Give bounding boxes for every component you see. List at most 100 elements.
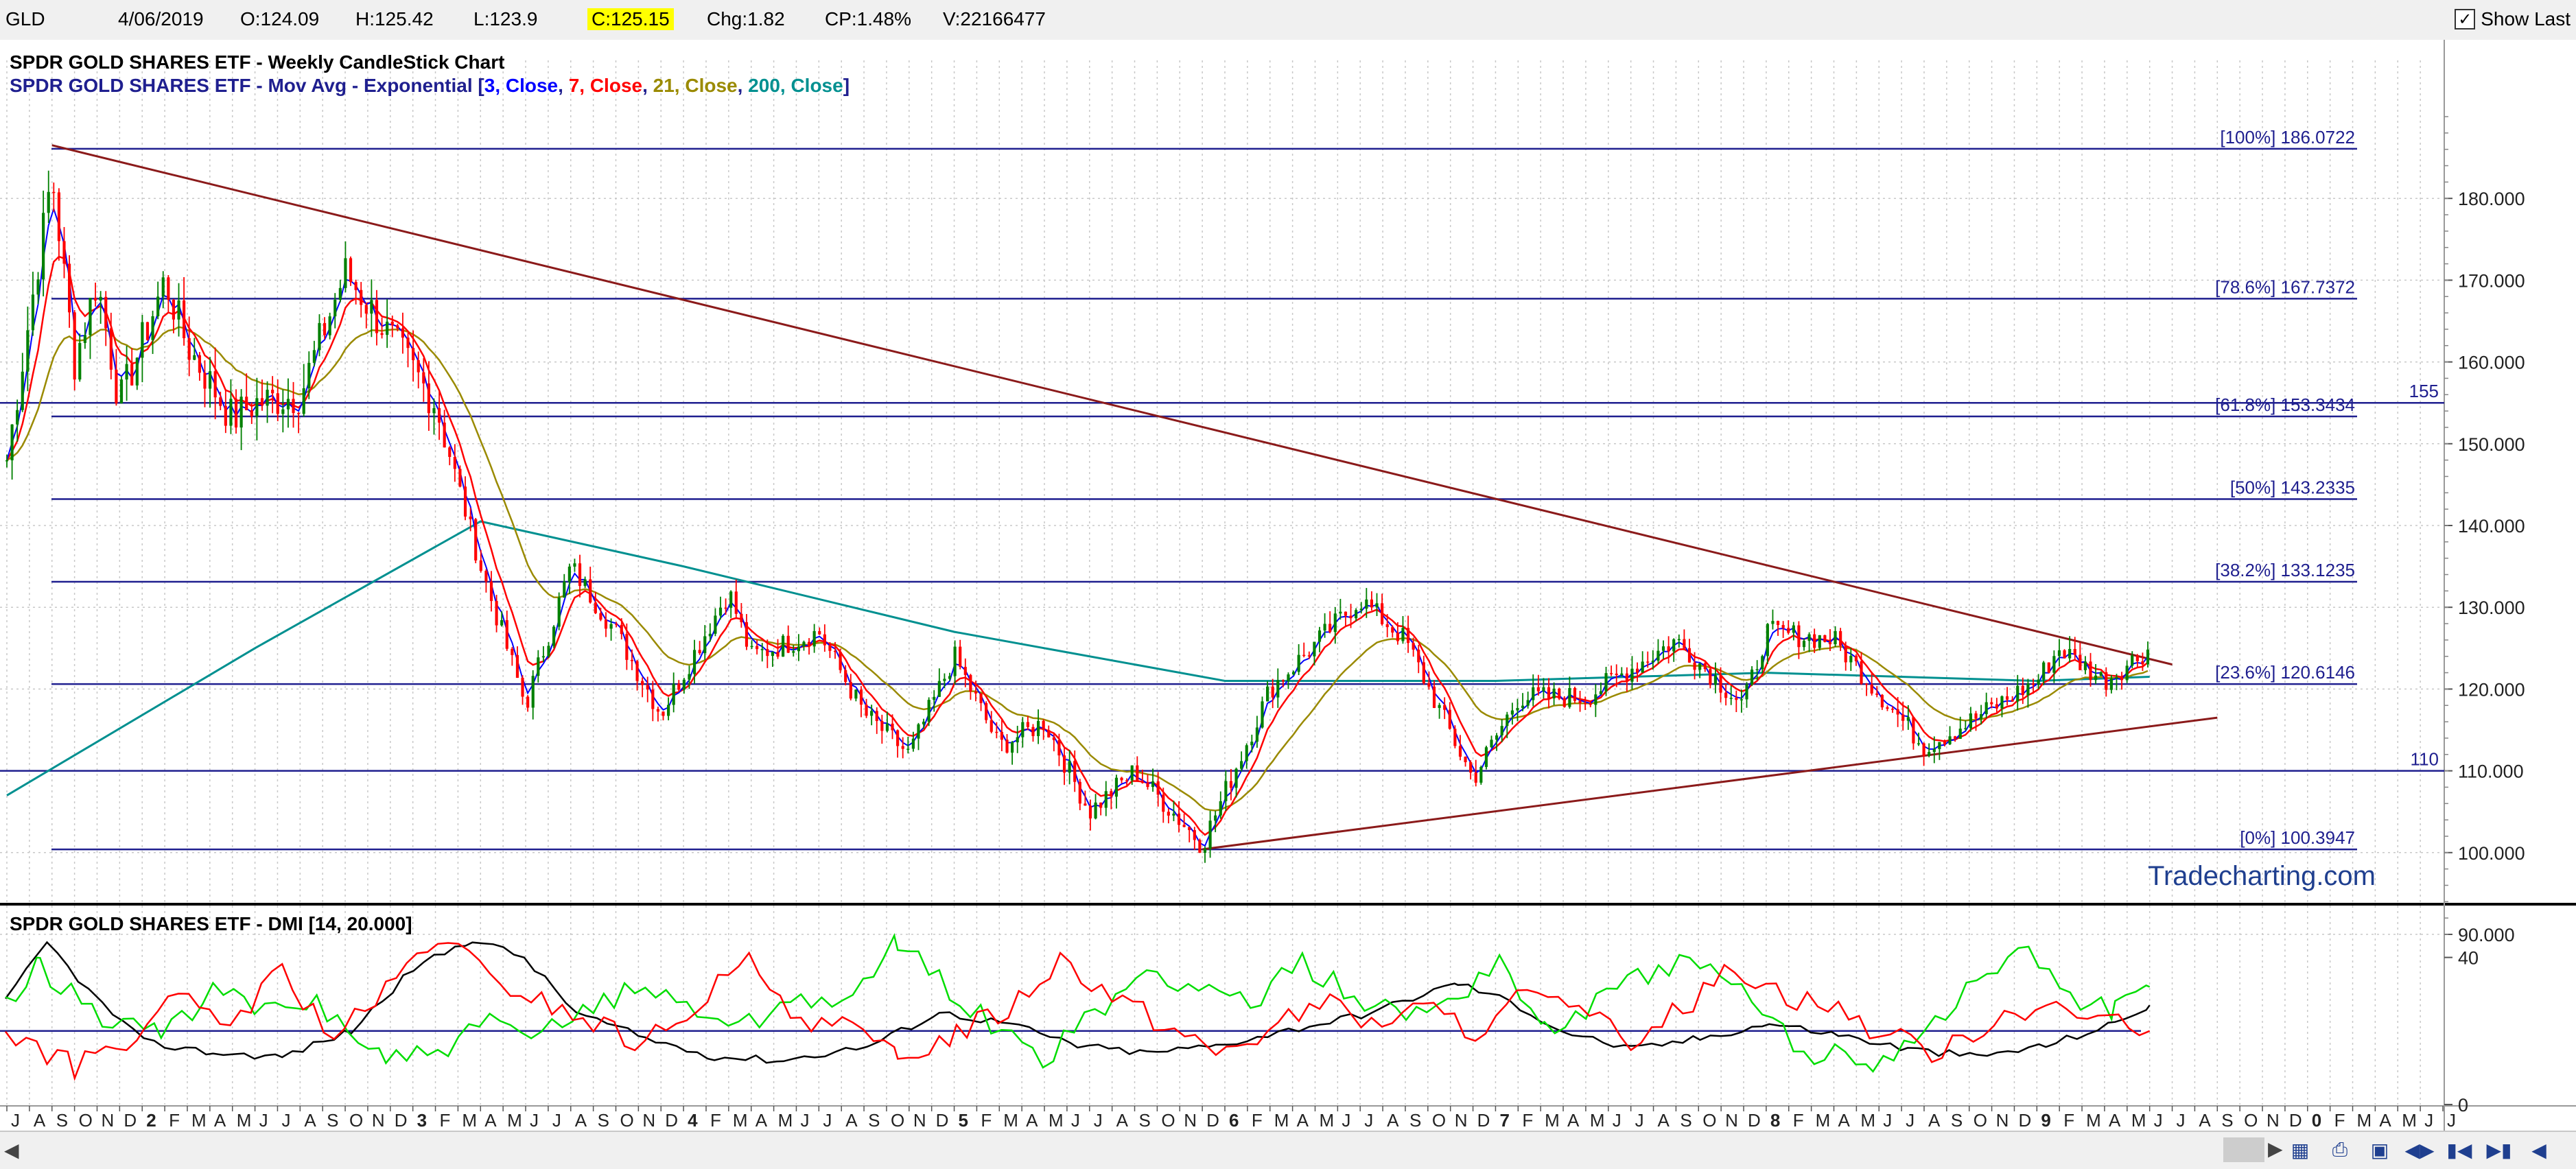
candle-body	[1344, 611, 1348, 616]
fibonacci-levels: [100%] 186.0722 [78.6%] 167.7372 [61.8%] 1…	[0, 127, 2444, 851]
candle-body	[271, 390, 274, 394]
candle-body	[1698, 663, 1702, 670]
candle-body	[1385, 624, 1389, 628]
candle-body	[1120, 777, 1123, 781]
candle-body	[62, 241, 66, 264]
candle-body	[692, 650, 696, 674]
candle-body	[422, 372, 425, 383]
candle-body	[1375, 603, 1379, 608]
candle-body	[1078, 781, 1081, 804]
candle-body	[1552, 688, 1556, 699]
dmi-tick-label: 0	[2458, 1095, 2468, 1115]
candle-body	[1521, 705, 1525, 709]
candle-body	[1229, 781, 1233, 788]
candle-body	[1584, 702, 1587, 705]
subtitle-separator: ,	[558, 75, 569, 96]
candle-body	[615, 624, 618, 626]
candle-body	[2115, 677, 2118, 678]
candle-body	[380, 333, 384, 335]
candle-body	[437, 408, 441, 423]
candle-body	[1203, 849, 1207, 853]
candle-body	[135, 357, 139, 386]
candle-body	[1589, 703, 1592, 705]
candle-body	[906, 748, 910, 750]
month-label: S	[1409, 1110, 1421, 1131]
candle-body	[1224, 781, 1228, 801]
chart-settings-icon[interactable]: ▦	[2291, 1138, 2310, 1161]
month-label: A	[2199, 1110, 2211, 1131]
ohlc-header-bar: GLD 4/06/2019 O:124.09 H:125.42 L:123.9 …	[0, 0, 2576, 41]
candle-body	[573, 563, 576, 567]
price-tick-label: 170.000	[2458, 270, 2525, 291]
chart-titles: SPDR GOLD SHARES ETF - Weekly CandleStic…	[10, 51, 2376, 891]
candle-body	[57, 192, 61, 241]
candle-body	[73, 312, 76, 380]
chevron-left-icon[interactable]: ◀	[4, 1139, 19, 1161]
print-icon[interactable]: ⎙	[2332, 1138, 2348, 1161]
candle-body	[2037, 679, 2040, 685]
candle-body	[83, 335, 86, 343]
candle-body	[1057, 740, 1061, 756]
prev-icon[interactable]: ◀	[2531, 1138, 2546, 1161]
candle-body	[1713, 675, 1718, 685]
candle-body	[547, 646, 550, 657]
subtitle-ema-item: 3, Close	[484, 75, 558, 96]
chart-scrollbar[interactable]: ◀ ▶ ▦ ⎙ ▣ ◀▶ ▮◀ ▶▮ ◀	[0, 1131, 2576, 1169]
last-icon[interactable]: ▶▮	[2486, 1138, 2512, 1161]
subtitle-prefix: SPDR GOLD SHARES ETF - Mov Avg - Exponen…	[10, 75, 484, 96]
month-label: J	[1906, 1110, 1915, 1131]
candle-body	[1620, 673, 1624, 675]
candle-body	[141, 322, 144, 358]
fib-level-label: [23.6%] 120.6146	[2215, 662, 2355, 683]
month-label: J	[1342, 1110, 1350, 1131]
candle-body	[802, 641, 806, 647]
candle-body	[609, 624, 613, 629]
month-label: J	[2177, 1110, 2186, 1131]
candle-body	[2131, 655, 2134, 666]
month-label: M	[507, 1110, 522, 1131]
month-label: M	[462, 1110, 477, 1131]
candle-body	[10, 424, 14, 460]
subtitle-suffix: ]	[843, 75, 850, 96]
show-last-toggle[interactable]: ✓ Show Last	[2455, 5, 2571, 33]
month-label: A	[484, 1110, 497, 1131]
save-icon[interactable]: ▣	[2370, 1138, 2389, 1161]
scroll-both-icon[interactable]: ◀▶	[2404, 1138, 2435, 1161]
candle-body	[1687, 648, 1691, 663]
first-icon[interactable]: ▮◀	[2446, 1138, 2472, 1161]
candle-body	[1245, 745, 1248, 761]
month-label: M	[191, 1110, 207, 1131]
candle-body	[312, 350, 316, 363]
candle-body	[979, 693, 983, 703]
month-label: J	[1364, 1110, 1373, 1131]
scroll-thumb[interactable]	[2223, 1137, 2264, 1162]
candle-body	[870, 711, 874, 716]
month-label: O	[620, 1110, 634, 1131]
candle-body	[953, 646, 957, 676]
candle-body	[1526, 700, 1530, 706]
candle-body	[370, 300, 373, 314]
candle-body	[1656, 650, 1660, 661]
dmi-di-minus-line	[4, 942, 2151, 1081]
change-percent-value: CP:1.48%	[825, 8, 912, 29]
candle-body	[635, 661, 639, 681]
candle-body	[1954, 736, 1957, 739]
candle-body	[1422, 662, 1425, 683]
candle-body	[2099, 672, 2103, 676]
checkbox-icon[interactable]: ✓	[2455, 9, 2476, 29]
candle-body	[1355, 610, 1358, 619]
grid-lines	[0, 40, 2576, 1131]
fib-level-label: [61.8%] 153.3434	[2215, 394, 2355, 415]
candle-body	[2125, 665, 2129, 681]
candle-body	[145, 322, 150, 340]
candle-body	[1813, 634, 1816, 648]
chevron-right-icon[interactable]: ▶	[2268, 1137, 2283, 1160]
candle-body	[698, 650, 701, 654]
candle-body	[839, 651, 842, 670]
candle-body	[318, 322, 321, 351]
candle-body	[911, 738, 915, 749]
month-label: F	[1793, 1110, 1804, 1131]
candle-body	[505, 619, 508, 649]
candle-body	[1151, 781, 1155, 788]
candle-body	[1506, 714, 1509, 727]
